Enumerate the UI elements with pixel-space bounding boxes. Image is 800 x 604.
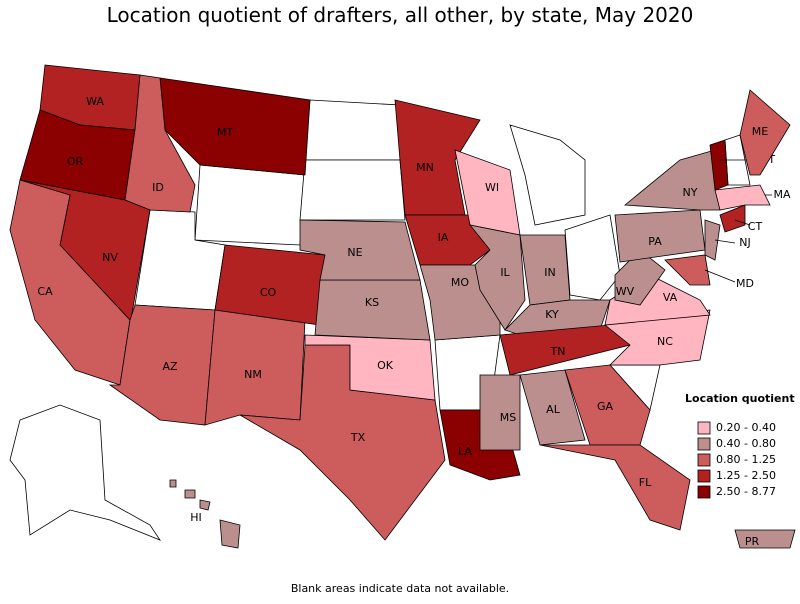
state — [734, 529, 796, 549]
state — [714, 184, 771, 211]
state — [564, 364, 651, 446]
state — [124, 74, 196, 213]
state — [219, 519, 241, 549]
state-label: GA — [597, 400, 614, 413]
states: WA OR MT ID NV CA AZ NM CO TX OK KS NE MN IA MO LA WI IL IN… — [9, 64, 796, 549]
leader-line — [714, 239, 736, 244]
state — [108, 304, 216, 426]
state-label: CO — [260, 286, 277, 299]
state-label: NV — [102, 251, 118, 264]
state-blank — [564, 214, 621, 301]
legend-label: 2.50 - 8.77 — [716, 485, 776, 498]
state-label: KS — [365, 296, 379, 309]
state-label: NY — [683, 186, 698, 199]
state-label: MN — [416, 161, 434, 174]
legend-swatch — [697, 421, 711, 435]
state-label: FL — [639, 476, 652, 489]
state — [479, 374, 521, 451]
state — [604, 309, 711, 366]
state-label: WV — [616, 285, 635, 298]
state — [704, 219, 721, 261]
state-label: HI — [190, 511, 202, 524]
map-title: Location quotient of drafters, all other… — [107, 3, 694, 27]
legend-swatch — [697, 453, 711, 467]
state-label: AL — [546, 403, 561, 416]
state-label: ID — [152, 181, 164, 194]
state-label: ME — [752, 125, 768, 138]
state-label: MS — [500, 411, 516, 424]
legend-label: 0.80 - 1.25 — [716, 453, 776, 466]
state-label: AZ — [162, 360, 178, 373]
state-label: TN — [550, 345, 566, 358]
state-label: MD — [736, 277, 754, 290]
state — [539, 444, 691, 531]
state-blank — [299, 159, 406, 221]
state — [159, 77, 311, 176]
state-label: OR — [67, 155, 84, 168]
state-label: NE — [347, 246, 362, 259]
state — [469, 224, 526, 331]
state-label: IN — [544, 266, 555, 279]
state — [169, 479, 177, 488]
state-label: TX — [350, 431, 366, 444]
state-label: OK — [377, 359, 394, 372]
state — [299, 219, 421, 281]
state-blank — [509, 124, 586, 226]
legend-label: 0.20 - 0.40 — [716, 421, 776, 434]
state — [623, 149, 721, 211]
state — [519, 369, 586, 446]
state-label: WA — [86, 95, 104, 108]
state-label: IL — [500, 266, 510, 279]
state-label: IA — [438, 231, 449, 244]
state — [664, 254, 711, 286]
state-label: MA — [773, 188, 790, 201]
state-label: MO — [451, 276, 469, 289]
legend-label: 1.25 - 2.50 — [716, 469, 776, 482]
state-label: CT — [748, 220, 763, 233]
state-blank — [9, 404, 162, 541]
state-label: NJ — [739, 236, 750, 249]
legend-title: Location quotient — [685, 392, 795, 405]
state — [184, 489, 196, 499]
state-label: VA — [663, 291, 678, 304]
state-label: MT — [217, 126, 233, 139]
state — [199, 499, 211, 511]
state-label: NM — [244, 368, 262, 381]
state-blank — [304, 99, 401, 161]
legend: Location quotient 0.20 - 0.40 0.40 - 0.80… — [685, 392, 795, 499]
leader-line — [704, 269, 736, 283]
state — [719, 204, 746, 233]
state-label: LA — [458, 445, 472, 458]
legend-label: 0.40 - 0.80 — [716, 437, 776, 450]
legend-swatch — [697, 485, 711, 499]
state-label: NC — [657, 335, 673, 348]
state-blank — [194, 164, 306, 246]
state — [739, 89, 791, 176]
leader-line — [734, 219, 751, 226]
state — [709, 139, 729, 191]
state-label: CA — [37, 285, 53, 298]
state-label: PR — [745, 535, 760, 548]
legend-swatch — [697, 469, 711, 483]
state — [314, 279, 431, 341]
state — [404, 214, 491, 266]
state-label: WI — [485, 181, 499, 194]
footnote: Blank areas indicate data not available. — [291, 582, 509, 595]
state-label: PA — [648, 235, 662, 248]
state-label: KY — [545, 308, 559, 321]
legend-swatch — [697, 437, 711, 451]
